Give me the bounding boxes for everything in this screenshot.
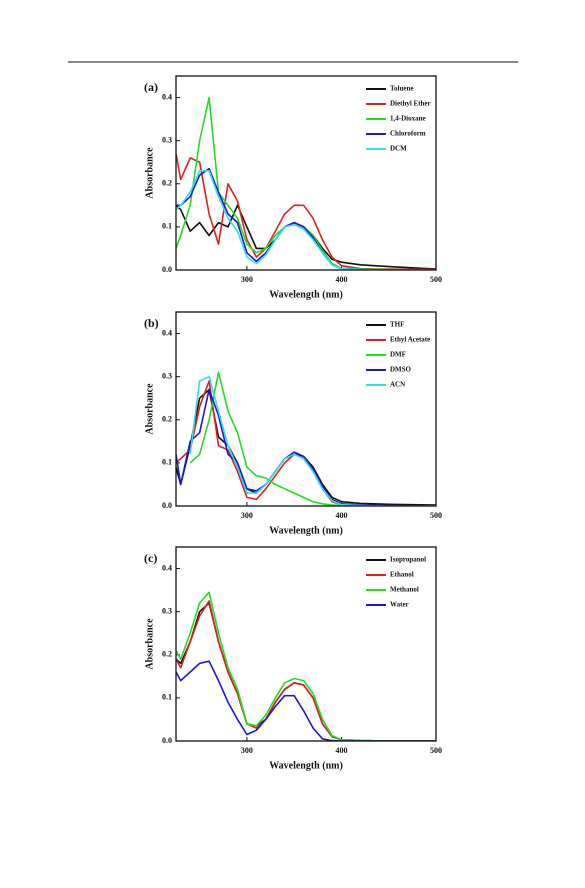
y-tick-label: 0.2 (162, 179, 172, 188)
y-tick-label: 0.3 (162, 606, 172, 615)
series-line (189, 371, 436, 506)
series-line (189, 375, 436, 506)
legend-label: DMSO (390, 366, 412, 374)
legend-label: Ethyl Acetate (390, 336, 430, 344)
series-line (176, 153, 436, 270)
legend-label: THF (390, 321, 404, 329)
x-tick-label: 300 (241, 275, 253, 284)
y-tick-label: 0.0 (162, 265, 172, 274)
y-tick-label: 0.1 (162, 222, 172, 231)
legend-label: Isopropanol (390, 556, 426, 564)
x-axis-label: Wavelength (nm) (269, 525, 343, 536)
y-tick-label: 0.1 (162, 693, 172, 702)
series-line (176, 660, 436, 741)
series-line (176, 600, 436, 741)
y-tick-label: 0.1 (162, 458, 172, 467)
x-axis-label: Wavelength (nm) (269, 760, 343, 771)
plot-frame (175, 75, 437, 271)
panel-label: (b) (144, 316, 159, 330)
x-tick-label: 300 (241, 511, 253, 520)
legend-label: 1,4-Dioxane (390, 115, 426, 123)
legend-label: ACN (390, 381, 405, 389)
series-line (176, 167, 436, 270)
y-tick-label: 0.4 (162, 563, 172, 572)
x-tick-label: 400 (335, 511, 347, 520)
x-axis-label: Wavelength (nm) (269, 289, 343, 300)
series-line (176, 388, 436, 506)
x-tick-label: 400 (335, 275, 347, 284)
legend-label: Chloroform (390, 130, 426, 138)
y-axis-label: Absorbance (144, 383, 155, 435)
legend-label: DMF (390, 351, 406, 359)
legend-label: Water (390, 601, 409, 609)
y-tick-label: 0.4 (162, 328, 172, 337)
series-line (176, 170, 436, 270)
y-tick-label: 0.0 (162, 736, 172, 745)
panel-label: (c) (144, 551, 157, 565)
y-tick-label: 0.2 (162, 650, 172, 659)
legend-label: Diethyl Ether (390, 100, 431, 108)
legend-label: Toluene (390, 85, 413, 93)
panel-label: (a) (144, 80, 158, 94)
y-tick-label: 0.2 (162, 415, 172, 424)
y-tick-label: 0.0 (162, 501, 172, 510)
plot-frame (175, 311, 437, 507)
x-tick-label: 500 (430, 275, 442, 284)
y-tick-label: 0.3 (162, 135, 172, 144)
x-tick-label: 400 (335, 746, 347, 755)
x-tick-label: 500 (430, 511, 442, 520)
x-tick-label: 500 (430, 746, 442, 755)
y-tick-label: 0.3 (162, 371, 172, 380)
legend-label: Methanol (390, 586, 419, 594)
y-axis-label: Absorbance (144, 618, 155, 670)
y-tick-label: 0.4 (162, 92, 172, 101)
plot-frame (175, 546, 437, 742)
series-line (176, 204, 436, 270)
y-axis-label: Absorbance (144, 147, 155, 199)
legend-label: DCM (390, 145, 407, 153)
legend-label: Ethanol (390, 571, 414, 579)
x-tick-label: 300 (241, 746, 253, 755)
series-line (176, 591, 436, 741)
